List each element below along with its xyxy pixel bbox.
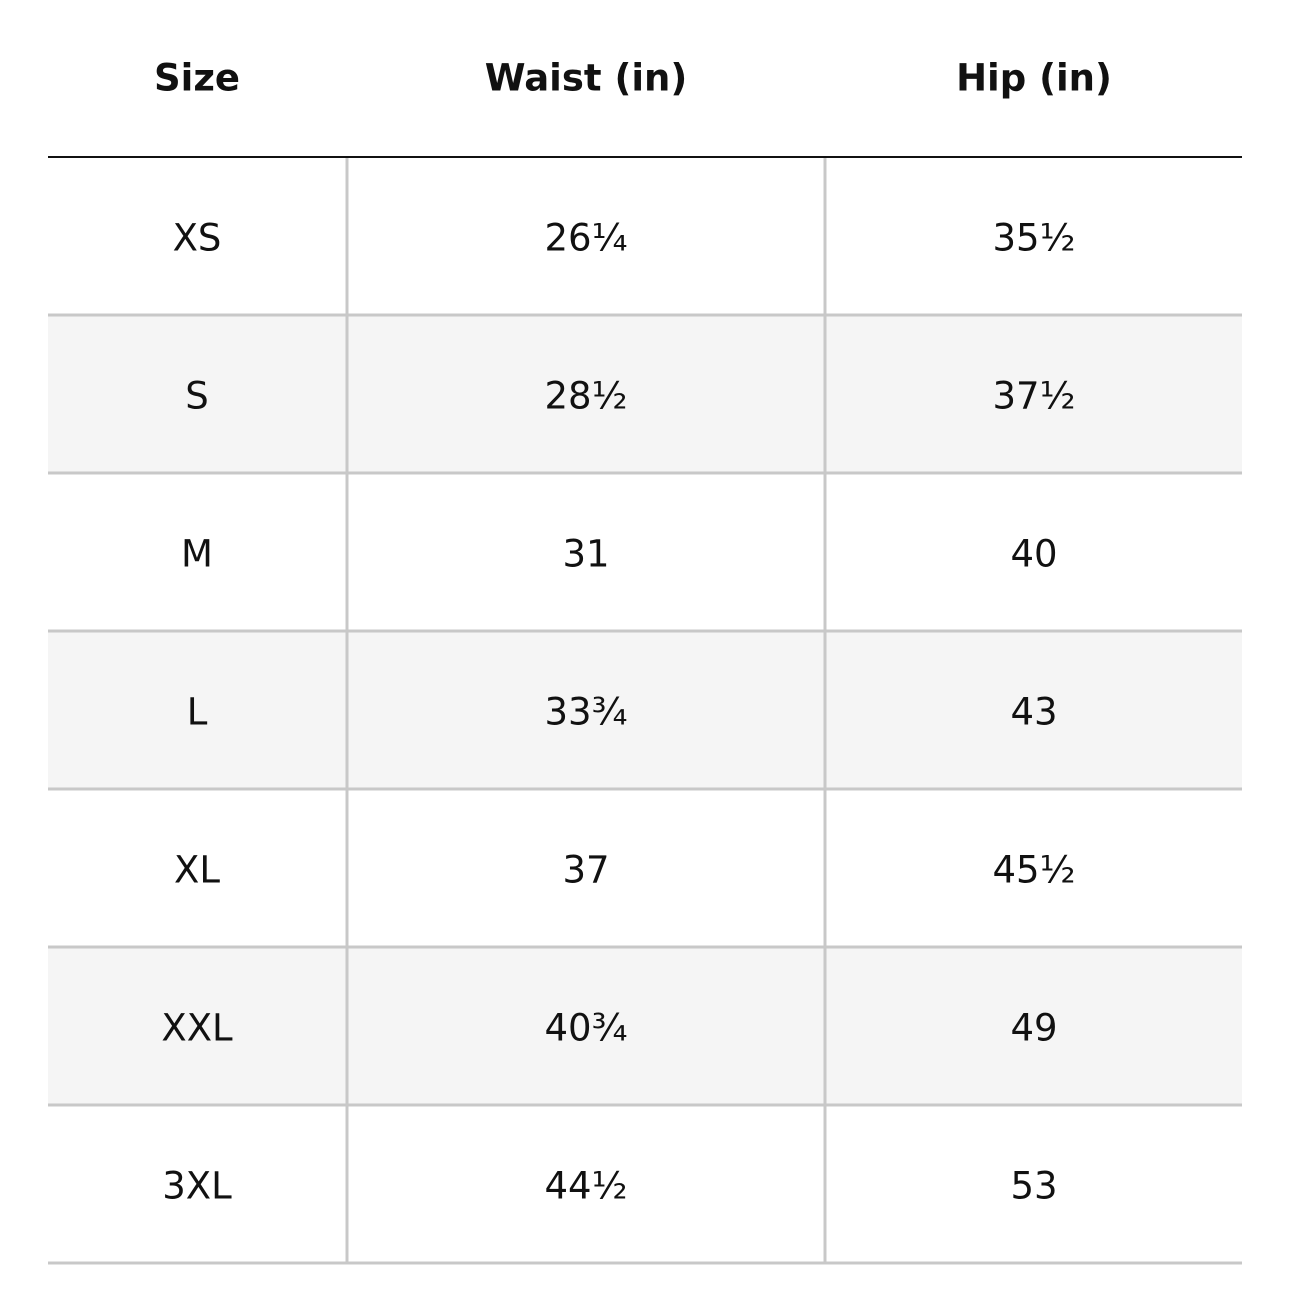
column-header: Waist (in) xyxy=(485,57,688,100)
table-cell: 49 xyxy=(1010,1007,1057,1050)
table-cell: 43 xyxy=(1010,691,1057,734)
table-cell: 31 xyxy=(562,533,609,576)
row-background xyxy=(48,947,1242,1105)
table-cell: 40 xyxy=(1010,533,1057,576)
column-header: Size xyxy=(154,57,240,100)
table-cell: 33¾ xyxy=(545,691,628,734)
table-cell: 37½ xyxy=(993,375,1076,418)
table-cell: 35½ xyxy=(993,217,1076,260)
table-cell: 53 xyxy=(1010,1165,1057,1208)
table-cell: 3XL xyxy=(162,1165,232,1208)
table-cell: S xyxy=(185,375,209,418)
table-cell: XL xyxy=(174,849,220,892)
table-cell: XS xyxy=(173,217,222,260)
table-cell: XXL xyxy=(161,1007,233,1050)
table-cell: M xyxy=(181,533,213,576)
table-cell: L xyxy=(187,691,208,734)
row-background xyxy=(48,631,1242,789)
column-header: Hip (in) xyxy=(956,57,1112,100)
table-cell: 40¾ xyxy=(545,1007,628,1050)
table-cell: 28½ xyxy=(545,375,628,418)
table-cell: 37 xyxy=(562,849,609,892)
table-cell: 26¼ xyxy=(545,217,628,260)
row-background xyxy=(48,315,1242,473)
table-cell: 44½ xyxy=(545,1165,628,1208)
table-cell: 45½ xyxy=(993,849,1076,892)
